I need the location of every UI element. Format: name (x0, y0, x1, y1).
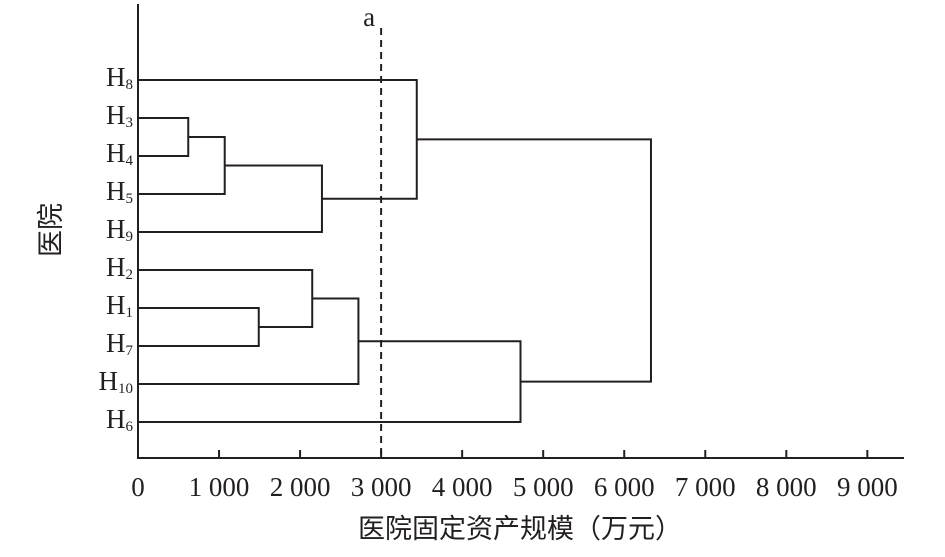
merge-link (416, 138, 652, 383)
merge-link (138, 136, 226, 195)
leaf-name: H (106, 62, 126, 92)
leaf-label: H3 (106, 100, 133, 131)
x-tick-label: 8 000 (756, 472, 817, 502)
x-tick-label: 4 000 (432, 472, 493, 502)
leaf-subscript: 2 (126, 267, 134, 283)
leaf-subscript: 1 (126, 305, 134, 321)
merge-link (138, 269, 314, 328)
leaf-name: H (106, 290, 126, 320)
merge-link (138, 297, 360, 385)
leaf-name: H (106, 176, 126, 206)
x-tick-label: 1 000 (189, 472, 250, 502)
merge-link (138, 79, 418, 200)
leaf-label: H7 (106, 328, 134, 359)
leaf-label: H4 (106, 138, 134, 169)
leaf-name: H (106, 138, 126, 168)
leaf-label: H6 (106, 404, 134, 435)
x-tick-label: 0 (131, 472, 145, 502)
merge-link (138, 117, 190, 157)
leaf-subscript: 3 (126, 115, 134, 131)
leaf-subscript: 8 (126, 77, 134, 93)
leaf-label: H9 (106, 214, 133, 245)
leaf-label: H10 (99, 366, 134, 397)
leaf-subscript: 10 (118, 381, 133, 397)
x-tick-label: 9 000 (837, 472, 898, 502)
leaf-label: H2 (106, 252, 133, 283)
leaf-subscript: 4 (126, 153, 134, 169)
leaf-label: H5 (106, 176, 133, 207)
leaf-subscript: 7 (126, 343, 134, 359)
leaf-name: H (106, 100, 126, 130)
leaf-name: H (106, 252, 126, 282)
x-tick-label: 6 000 (594, 472, 655, 502)
leaf-label: H1 (106, 290, 133, 321)
merge-link (138, 340, 522, 423)
leaf-name: H (106, 328, 126, 358)
leaf-name: H (106, 404, 126, 434)
x-tick-label: 7 000 (675, 472, 736, 502)
merge-link (138, 164, 323, 233)
threshold-label: a (363, 2, 375, 32)
x-tick-label: 5 000 (513, 472, 574, 502)
x-axis-label: 医院固定资产规模（万元） (358, 514, 682, 544)
leaf-subscript: 6 (126, 419, 134, 435)
leaf-subscript: 5 (126, 191, 134, 207)
merge-link (138, 307, 260, 347)
x-tick-label: 2 000 (270, 472, 331, 502)
leaf-label: H8 (106, 62, 133, 93)
leaf-subscript: 9 (126, 229, 134, 245)
y-axis-label: 医院 (36, 203, 66, 257)
leaf-name: H (106, 214, 126, 244)
leaf-name: H (99, 366, 119, 396)
x-tick-label: 3 000 (351, 472, 412, 502)
